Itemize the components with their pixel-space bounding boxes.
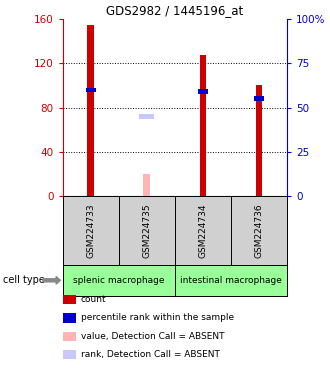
Bar	[87, 25, 94, 196]
Text: GSM224733: GSM224733	[86, 203, 95, 258]
Text: intestinal macrophage: intestinal macrophage	[180, 276, 282, 285]
Text: rank, Detection Call = ABSENT: rank, Detection Call = ABSENT	[81, 350, 220, 359]
Text: GSM224735: GSM224735	[142, 203, 151, 258]
Bar	[256, 86, 262, 196]
Text: cell type: cell type	[3, 275, 45, 285]
Text: GSM224734: GSM224734	[198, 203, 208, 258]
Bar	[200, 55, 206, 196]
Text: percentile rank within the sample: percentile rank within the sample	[81, 313, 234, 323]
Text: value, Detection Call = ABSENT: value, Detection Call = ABSENT	[81, 332, 224, 341]
Bar	[63, 265, 175, 296]
Bar	[254, 96, 264, 101]
Text: GSM224736: GSM224736	[254, 203, 264, 258]
Bar	[144, 174, 150, 196]
Bar	[86, 88, 96, 92]
Bar	[139, 114, 154, 119]
Text: count: count	[81, 295, 107, 304]
Text: splenic macrophage: splenic macrophage	[73, 276, 165, 285]
Bar	[198, 89, 208, 94]
Bar	[175, 265, 287, 296]
Title: GDS2982 / 1445196_at: GDS2982 / 1445196_at	[106, 3, 244, 17]
